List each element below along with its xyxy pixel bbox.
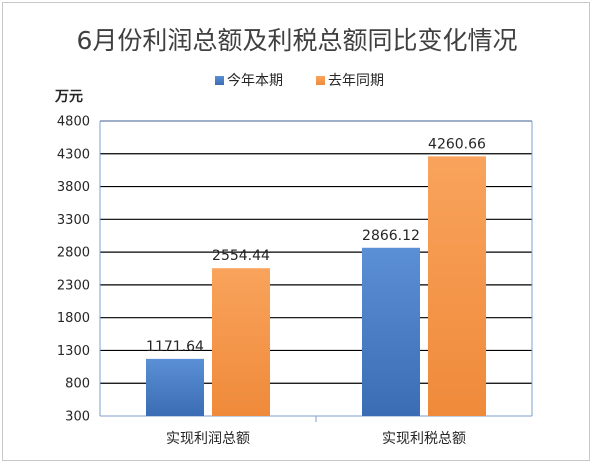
y-tick-label: 3800 xyxy=(57,180,90,195)
bar-this-year xyxy=(362,247,420,416)
legend-swatch-this-year xyxy=(215,76,224,85)
legend-label-this-year: 今年本期 xyxy=(227,73,283,89)
chart-svg: 6月份利润总额及利税总额同比变化情况 今年本期 去年同期 万元 300 800 13… xyxy=(54,26,533,447)
data-label: 2554.44 xyxy=(212,248,270,264)
bar-last-year xyxy=(428,156,486,416)
data-label: 2866.12 xyxy=(362,228,420,244)
y-tick-label: 4300 xyxy=(57,147,90,162)
legend: 今年本期 去年同期 xyxy=(215,73,384,89)
y-tick-label: 1300 xyxy=(57,344,90,359)
bar-last-year xyxy=(212,268,270,416)
data-label: 1171.64 xyxy=(146,339,204,355)
data-label: 4260.66 xyxy=(428,136,486,152)
y-tick-label: 4800 xyxy=(57,115,90,130)
x-category-label: 实现利润总额 xyxy=(166,431,250,447)
data-labels: 1171.64 2554.44 2866.12 4260.66 xyxy=(146,136,486,355)
y-tick-label: 1800 xyxy=(57,311,90,326)
chart-title: 6月份利润总额及利税总额同比变化情况 xyxy=(77,26,518,55)
y-axis-unit: 万元 xyxy=(54,89,83,105)
legend-label-last-year: 去年同期 xyxy=(328,73,384,89)
y-tick-label: 800 xyxy=(65,377,90,392)
y-tick-label: 2800 xyxy=(57,246,90,261)
x-axis-categories: 实现利润总额 实现利税总额 xyxy=(166,431,466,447)
y-tick-label: 300 xyxy=(65,410,90,425)
y-tick-label: 3300 xyxy=(57,213,90,228)
chart-frame: 6月份利润总额及利税总额同比变化情况 今年本期 去年同期 万元 300 800 13… xyxy=(2,2,590,461)
y-axis-ticks: 300 800 1300 1800 2300 2800 3300 3800 4300 4800 xyxy=(57,115,90,425)
x-category-label: 实现利税总额 xyxy=(382,431,466,447)
bar-this-year xyxy=(146,358,204,416)
bars xyxy=(146,156,486,416)
y-tick-label: 2300 xyxy=(57,278,90,293)
legend-swatch-last-year xyxy=(316,76,325,85)
